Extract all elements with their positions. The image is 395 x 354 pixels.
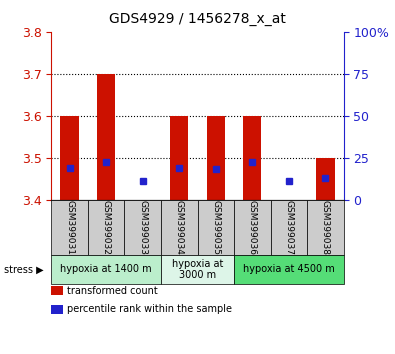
Text: GSM399033: GSM399033	[138, 200, 147, 255]
Text: GSM399037: GSM399037	[284, 200, 293, 255]
Text: hypoxia at
3000 m: hypoxia at 3000 m	[172, 258, 223, 280]
Text: GSM399035: GSM399035	[211, 200, 220, 255]
Text: hypoxia at 4500 m: hypoxia at 4500 m	[243, 264, 335, 274]
Text: hypoxia at 1400 m: hypoxia at 1400 m	[60, 264, 152, 274]
Text: percentile rank within the sample: percentile rank within the sample	[67, 304, 232, 314]
Bar	[60, 116, 79, 200]
Bar	[316, 158, 335, 200]
Text: GSM399038: GSM399038	[321, 200, 330, 255]
Text: GSM399036: GSM399036	[248, 200, 257, 255]
Text: GSM399031: GSM399031	[65, 200, 74, 255]
Text: GSM399034: GSM399034	[175, 200, 184, 255]
Bar	[207, 116, 225, 200]
Text: GDS4929 / 1456278_x_at: GDS4929 / 1456278_x_at	[109, 12, 286, 27]
Text: GSM399032: GSM399032	[102, 200, 111, 255]
Bar	[243, 116, 261, 200]
Bar	[97, 74, 115, 200]
Bar	[170, 116, 188, 200]
Text: stress ▶: stress ▶	[4, 264, 43, 274]
Text: transformed count: transformed count	[67, 286, 158, 296]
